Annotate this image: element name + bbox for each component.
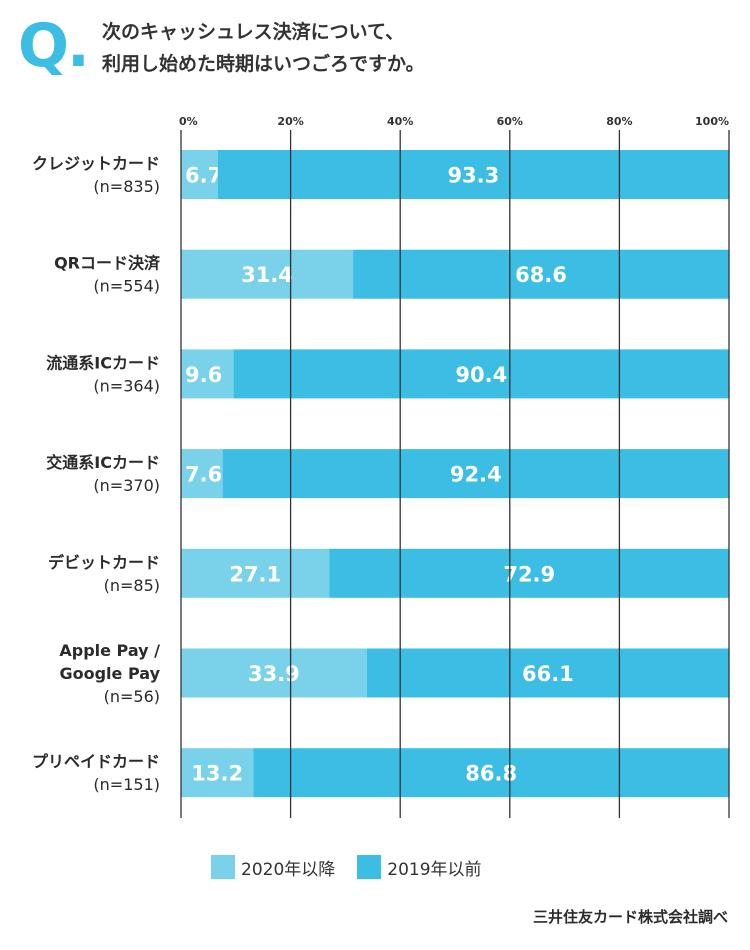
category-label: (n=56) [104, 687, 160, 706]
legend-label-2020: 2020年以降 [241, 859, 336, 880]
category-label: 流通系ICカード [46, 353, 160, 372]
data-label: 66.1 [522, 662, 574, 686]
x-tick-label: 100% [695, 115, 729, 128]
bar-segment [181, 648, 367, 698]
data-label: 92.4 [450, 463, 502, 487]
category-label: (n=554) [93, 277, 160, 296]
bar-segment [181, 349, 234, 399]
data-label: 9.6 [185, 363, 222, 387]
x-tick-label: 80% [606, 115, 632, 128]
data-label: 93.3 [447, 164, 499, 188]
data-label: 7.6 [185, 463, 222, 487]
bar-segment [366, 648, 729, 698]
category-label: (n=151) [93, 775, 160, 794]
bar-segment [253, 748, 729, 798]
bar-segment [181, 449, 223, 499]
legend-label-2019: 2019年以前 [387, 859, 482, 880]
category-label: プリペイドカード [32, 752, 160, 771]
category-label: (n=370) [93, 476, 160, 495]
bar-segment [181, 150, 218, 199]
bar-segment [329, 548, 729, 598]
question-title-line-1: 次のキャッシュレス決済について、 [102, 21, 405, 43]
category-label: クレジットカード [32, 154, 160, 173]
data-label: 68.6 [515, 263, 567, 287]
data-label: 72.9 [503, 562, 555, 586]
bar-segment [233, 349, 729, 399]
x-tick-label: 40% [387, 115, 413, 128]
category-label: 交通系ICカード [46, 453, 160, 472]
legend-swatch-2020 [211, 855, 235, 879]
category-label: QRコード決済 [54, 254, 161, 273]
x-tick-label: 60% [497, 115, 523, 128]
data-label: 31.4 [241, 263, 293, 287]
source-note: 三井住友カード株式会社調べ [532, 908, 728, 926]
data-label: 6.7 [185, 164, 222, 188]
x-tick-label: 20% [277, 115, 303, 128]
bar-segment [181, 548, 330, 598]
category-label: デビットカード [48, 553, 160, 572]
x-tick-label: 0% [179, 115, 198, 128]
category-label: (n=835) [93, 177, 160, 196]
category-label: Google Pay [59, 664, 160, 683]
bar-segment [222, 449, 729, 499]
question-title: 次のキャッシュレス決済について、 利用し始めた時期はいつごろですか。 [102, 16, 722, 80]
legend-item-2020: 2020年以降 [211, 855, 335, 880]
data-label: 13.2 [191, 762, 243, 786]
data-label: 33.9 [248, 662, 300, 686]
legend-swatch-2019 [357, 855, 382, 879]
data-label: 90.4 [455, 363, 507, 387]
bar-segment [181, 249, 354, 299]
bar-segment [181, 748, 254, 798]
stacked-bar-chart: 0% 20% 40% 60% 80% 100% 6.7 93.3 クレジットカード (n=835)… [32, 115, 730, 818]
question-mark-logo: Q. [18, 11, 90, 81]
chart-legend: 2020年以降 2019年以前 [211, 854, 504, 880]
data-label: 27.1 [229, 562, 281, 586]
legend-item-2019: 2019年以前 [357, 855, 482, 880]
question-title-line-2: 利用し始めた時期はいつごろですか。 [102, 53, 425, 75]
category-label: (n=364) [93, 376, 160, 395]
data-label: 86.8 [465, 762, 517, 786]
bar-segment [217, 150, 729, 199]
category-label: (n=85) [104, 576, 160, 595]
category-label: Apple Pay / [59, 641, 160, 660]
bar-segment [353, 249, 729, 299]
